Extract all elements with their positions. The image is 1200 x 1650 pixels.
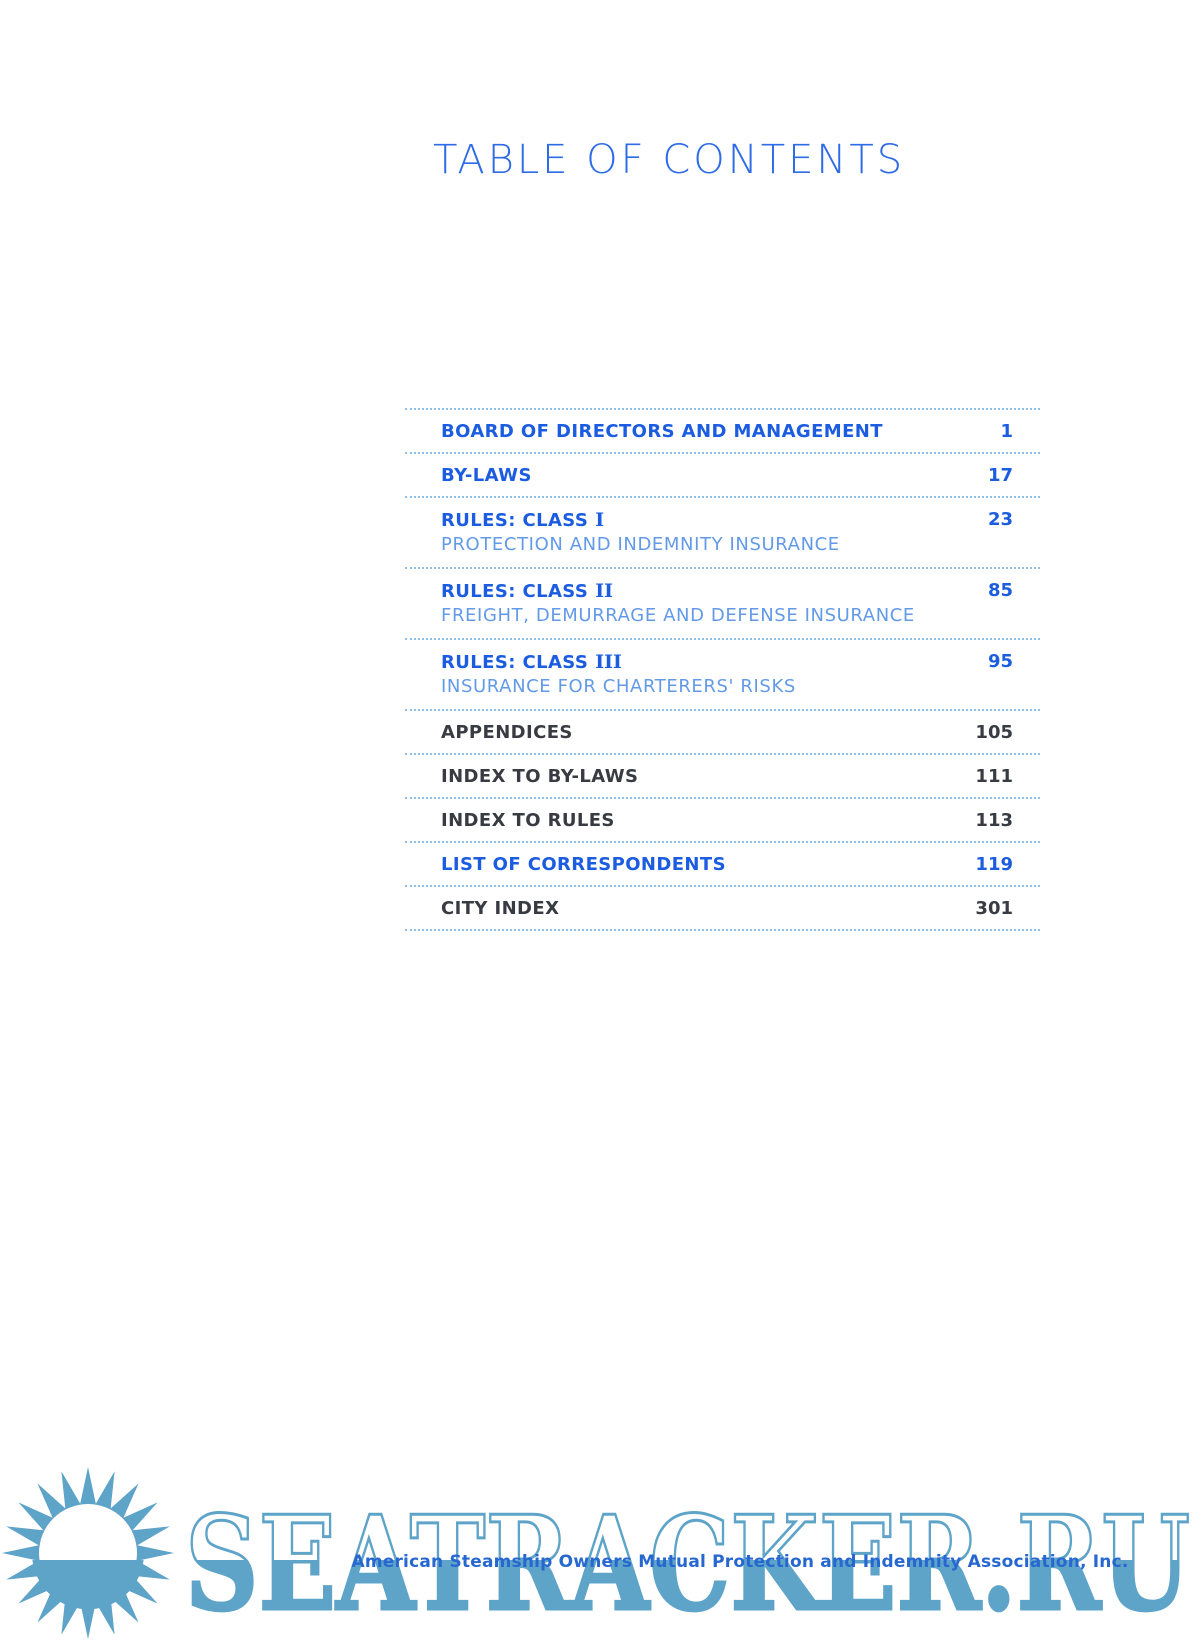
toc-entry-subtitle: FREIGHT, DEMURRAGE AND DEFENSE INSURANCE — [441, 605, 915, 626]
toc-entry-title: INDEX TO RULES — [441, 810, 615, 831]
toc-entry: RULES: CLASS II FREIGHT, DEMURRAGE AND DE… — [441, 580, 976, 628]
toc-entry: INDEX TO BY-LAWS — [441, 766, 963, 787]
toc-row-appendices: APPENDICES 105 — [405, 711, 1040, 755]
toc-entry: BY-LAWS — [441, 465, 976, 486]
toc-entry-subtitle: INSURANCE FOR CHARTERERS' RISKS — [441, 676, 796, 697]
toc-entry-title: RULES: CLASS — [441, 581, 589, 602]
toc-row-index-to-by-laws: INDEX TO BY-LAWS 111 — [405, 755, 1040, 799]
toc-entry: BOARD OF DIRECTORS AND MANAGEMENT — [441, 421, 988, 442]
toc-entry: LIST OF CORRESPONDENTS — [441, 854, 963, 875]
seatracker-watermark: SEATRACKER.RU SEATRACKER.RU — [2, 1467, 1192, 1642]
toc-entry-title: RULES: CLASS — [441, 510, 589, 531]
toc-row-rules-class-2: RULES: CLASS II FREIGHT, DEMURRAGE AND DE… — [405, 569, 1040, 640]
toc-entry-title: BY-LAWS — [441, 465, 532, 486]
toc-page-number: 105 — [975, 722, 1013, 743]
toc-row-board-of-directors: BOARD OF DIRECTORS AND MANAGEMENT 1 — [405, 410, 1040, 454]
toc-entry: RULES: CLASS I PROTECTION AND INDEMNITY I… — [441, 509, 976, 557]
toc-page-number: 1 — [1000, 421, 1013, 442]
page-title: TABLE OF CONTENTS — [433, 137, 906, 183]
toc-row-list-of-correspondents: LIST OF CORRESPONDENTS 119 — [405, 843, 1040, 887]
toc-row-rules-class-3: RULES: CLASS III INSURANCE FOR CHARTERERS… — [405, 640, 1040, 711]
toc-page-number: 113 — [975, 810, 1013, 831]
toc-page-number: 85 — [987, 580, 1013, 601]
toc-entry-title: BOARD OF DIRECTORS AND MANAGEMENT — [441, 421, 883, 442]
toc-entry-title: INDEX TO BY-LAWS — [441, 766, 639, 787]
toc-row-by-laws: BY-LAWS 17 — [405, 454, 1040, 498]
toc-entry: APPENDICES — [441, 722, 963, 743]
toc-page-number: 23 — [987, 509, 1013, 530]
toc-page-number: 111 — [975, 766, 1013, 787]
toc-entry-roman-numeral: II — [595, 580, 613, 602]
toc-page-number: 301 — [975, 898, 1013, 919]
toc-row-rules-class-1: RULES: CLASS I PROTECTION AND INDEMNITY I… — [405, 498, 1040, 569]
toc-entry-title: RULES: CLASS — [441, 652, 589, 673]
sun-icon — [2, 1467, 174, 1639]
toc-entry: CITY INDEX — [441, 898, 963, 919]
toc-entry-title: CITY INDEX — [441, 898, 560, 919]
toc-entry-title: LIST OF CORRESPONDENTS — [441, 854, 726, 875]
table-of-contents: BOARD OF DIRECTORS AND MANAGEMENT 1 BY-L… — [405, 408, 1040, 931]
toc-page-number: 17 — [987, 465, 1013, 486]
toc-entry-roman-numeral: I — [595, 509, 605, 531]
toc-row-index-to-rules: INDEX TO RULES 113 — [405, 799, 1040, 843]
toc-page-number: 95 — [987, 651, 1013, 672]
toc-entry-title: APPENDICES — [441, 722, 573, 743]
toc-entry-roman-numeral: III — [595, 651, 622, 673]
footer-association-name: American Steamship Owners Mutual Protect… — [351, 1552, 1129, 1572]
toc-page-number: 119 — [975, 854, 1013, 875]
toc-entry-subtitle: PROTECTION AND INDEMNITY INSURANCE — [441, 534, 840, 555]
toc-entry: INDEX TO RULES — [441, 810, 963, 831]
toc-row-city-index: CITY INDEX 301 — [405, 887, 1040, 931]
toc-entry: RULES: CLASS III INSURANCE FOR CHARTERERS… — [441, 651, 976, 699]
